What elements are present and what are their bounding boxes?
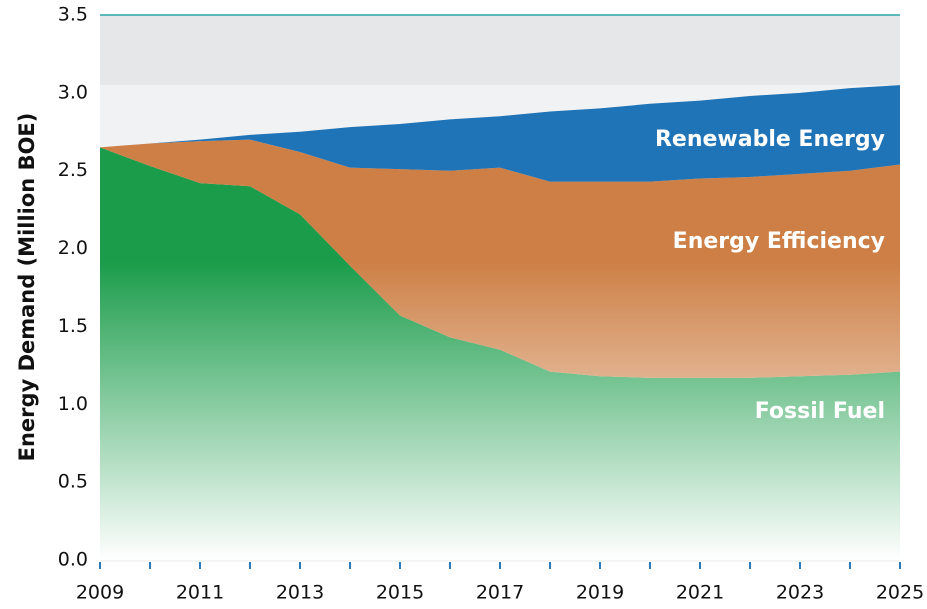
y-tick-label: 2.5 (58, 159, 88, 181)
y-tick-label: 0.5 (58, 471, 88, 493)
x-tick-label: 2019 (576, 582, 624, 604)
series-label: Energy Efficiency (673, 229, 885, 254)
y-tick-label: 1.5 (58, 315, 88, 337)
series-label: Renewable Energy (655, 127, 885, 152)
fade-overlay (100, 15, 900, 560)
x-tick-label: 2021 (676, 582, 724, 604)
x-tick-label: 2011 (176, 582, 224, 604)
y-tick-label: 3.0 (58, 81, 88, 103)
y-tick-label: 3.5 (58, 4, 88, 26)
y-tick-label: 1.0 (58, 393, 88, 415)
x-tick-label: 2013 (276, 582, 324, 604)
series-label: Fossil Fuel (755, 399, 885, 424)
x-tick-label: 2009 (76, 582, 124, 604)
x-tick-label: 2017 (476, 582, 524, 604)
y-tick-label: 2.0 (58, 237, 88, 259)
y-axis-label: Energy Demand (Million BOE) (15, 113, 39, 462)
x-tick-label: 2015 (376, 582, 424, 604)
y-tick-label: 0.0 (58, 549, 88, 571)
x-tick-label: 2025 (876, 582, 924, 604)
x-tick-label: 2023 (776, 582, 824, 604)
